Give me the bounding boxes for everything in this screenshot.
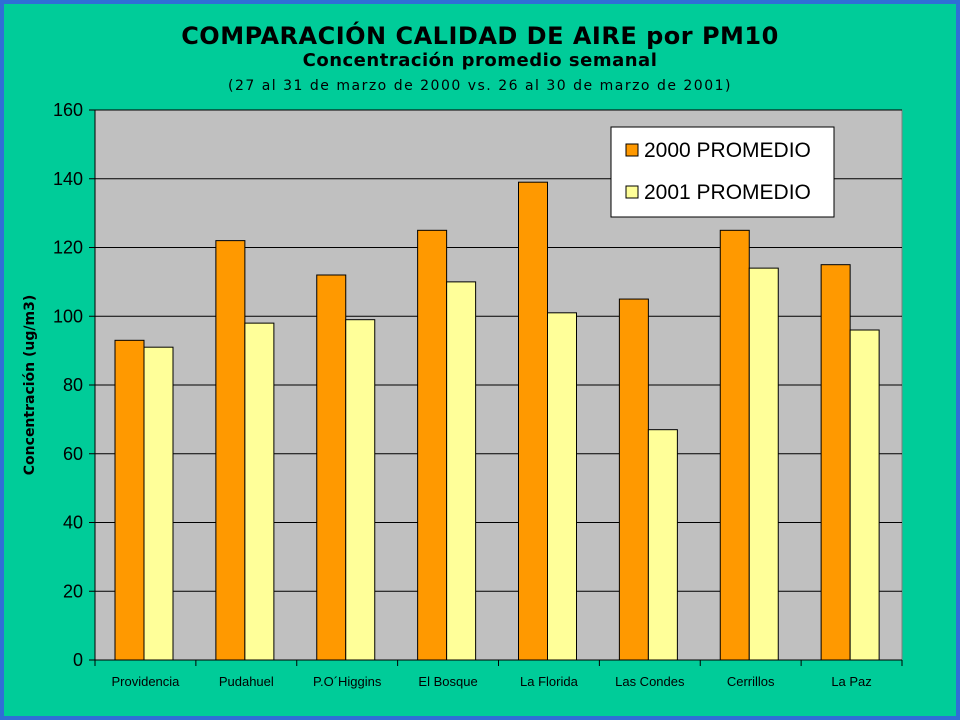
x-tick-label: La Paz — [831, 674, 871, 689]
x-tick-label: El Bosque — [418, 674, 477, 689]
y-tick-label: 60 — [63, 444, 83, 464]
y-tick-label: 100 — [53, 306, 83, 326]
chart-date-range: (27 al 31 de marzo de 2000 vs. 26 al 30 … — [228, 78, 732, 94]
legend-box — [610, 126, 835, 218]
chart-title: COMPARACIÓN CALIDAD DE AIRE por PM10 — [181, 22, 779, 50]
bar-2000[interactable] — [417, 229, 448, 661]
bar-2001[interactable] — [647, 429, 678, 661]
bar-2000[interactable] — [316, 274, 347, 661]
bar-2001[interactable] — [849, 329, 880, 661]
bar-2001[interactable] — [244, 322, 275, 661]
bar-2000[interactable] — [518, 181, 548, 661]
legend-label: 2000 PROMEDIO — [644, 139, 811, 162]
x-tick-label: Providencia — [111, 674, 180, 689]
legend-swatch — [625, 143, 639, 157]
x-tick-label: Cerrillos — [727, 674, 775, 689]
y-tick-label: 120 — [53, 238, 83, 258]
y-tick-label: 40 — [63, 513, 83, 533]
legend-swatch — [625, 185, 639, 199]
legend-label: 2001 PROMEDIO — [644, 181, 811, 204]
bar-2000[interactable] — [719, 229, 750, 661]
x-tick-label: Las Condes — [615, 674, 685, 689]
y-tick-label: 160 — [53, 100, 83, 120]
x-tick-label: Pudahuel — [219, 674, 274, 689]
bar-2000[interactable] — [215, 240, 246, 661]
x-tick-label: P.O´Higgins — [313, 674, 382, 689]
y-tick-label: 80 — [63, 375, 83, 395]
x-tick-label: La Florida — [520, 674, 579, 689]
y-tick-label: 140 — [53, 169, 83, 189]
chart-subtitle: Concentración promedio semanal — [302, 50, 658, 71]
bar-2001[interactable] — [547, 312, 577, 661]
bar-2000[interactable] — [114, 339, 145, 661]
bar-2001[interactable] — [143, 346, 174, 661]
bar-2000[interactable] — [820, 264, 851, 661]
y-tick-label: 20 — [63, 581, 83, 601]
bar-2000[interactable] — [618, 298, 649, 661]
bar-2001[interactable] — [446, 281, 477, 661]
bar-2001[interactable] — [748, 267, 779, 661]
bar-2001[interactable] — [345, 319, 376, 661]
y-tick-label: 0 — [73, 650, 83, 670]
y-axis-label: Concentración (ug/m3) — [22, 295, 38, 475]
